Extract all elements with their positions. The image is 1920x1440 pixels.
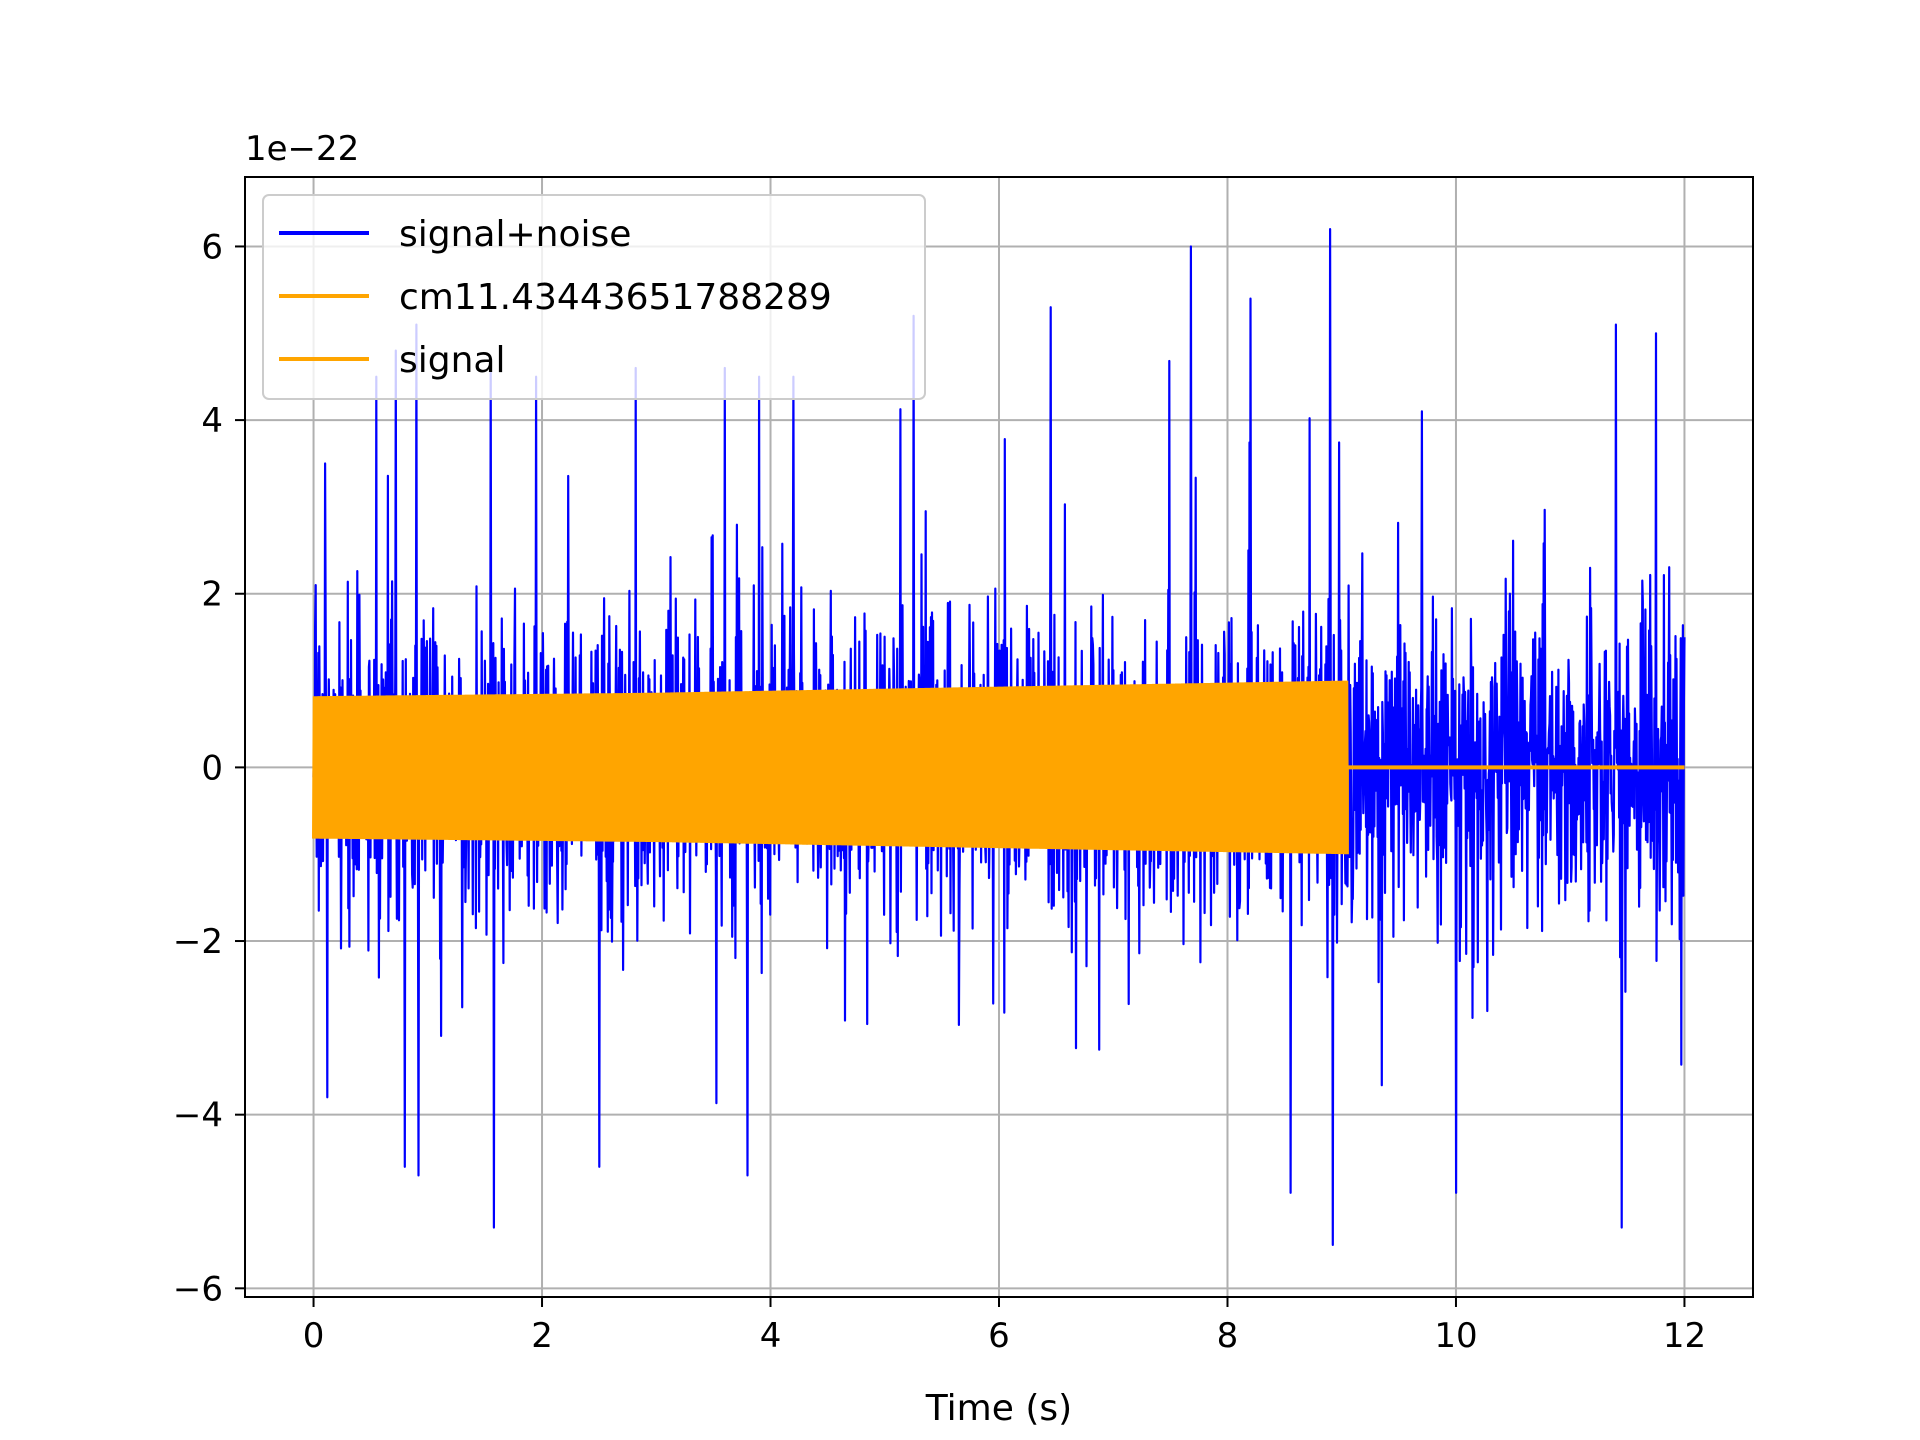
y-tick-label-6: 6 (201, 227, 223, 267)
x-tick-label-4: 8 (1217, 1316, 1239, 1356)
x-tick-label-1: 2 (531, 1316, 553, 1356)
series-layer (312, 228, 1686, 1247)
legend-label-0: signal+noise (399, 214, 631, 255)
y-tick-label-2: −2 (173, 922, 223, 962)
y-tick-label-3: 0 (201, 748, 223, 788)
y-tick-label-1: −4 (173, 1096, 223, 1136)
x-tick-label-0: 0 (303, 1316, 325, 1356)
y-tick-label-5: 4 (201, 401, 223, 441)
x-tick-label-3: 6 (988, 1316, 1010, 1356)
y-tick-label-0: −6 (173, 1269, 223, 1309)
x-tick-label-5: 10 (1434, 1316, 1477, 1356)
series-signal (312, 680, 1685, 855)
legend-box (262, 194, 926, 400)
legend-label-1: cm11.43443651788289 (399, 277, 832, 318)
offset-text: 1e−22 (245, 129, 359, 169)
x-tick-label-6: 12 (1663, 1316, 1706, 1356)
ticks: 0 2 4 6 8 10 12 −6 −4 −2 0 2 4 6 (173, 227, 1706, 1356)
x-axis-label: Time (s) (925, 1388, 1072, 1429)
legend: signal+noise cm11.43443651788289 signal (262, 194, 926, 400)
x-tick-label-2: 4 (760, 1316, 782, 1356)
legend-label-2: signal (399, 340, 506, 381)
y-tick-label-4: 2 (201, 575, 223, 615)
